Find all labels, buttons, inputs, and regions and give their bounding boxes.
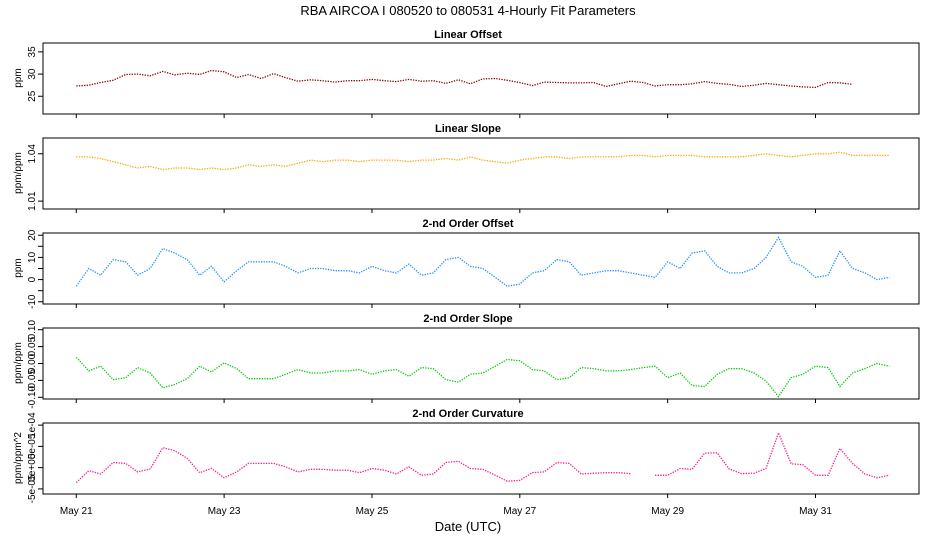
- y-ticks: 25 30 35: [27, 46, 43, 102]
- data-series: [76, 151, 890, 171]
- x-axis: May 21 May 23 May 25 May 27 May 29 May 31: [60, 506, 832, 517]
- panel-title: Linear Offset: [434, 29, 502, 41]
- x-tick-label: May 21: [60, 506, 93, 517]
- y-tick-label: 1.01: [27, 191, 38, 211]
- plot-frame: [42, 137, 920, 210]
- series-line: [76, 69, 853, 89]
- y-axis-label: ppm/ppm: [13, 342, 24, 384]
- y-tick-label: 1.04: [27, 144, 38, 164]
- series-line: [76, 151, 890, 171]
- x-tick-label: May 29: [651, 506, 684, 517]
- y-tick-label: 0.05: [27, 336, 38, 356]
- y-tick-label: -10: [27, 294, 38, 309]
- panel-2nd-order-slope: 2-nd Order Slope ppm/ppm -0.10-0.050.000…: [13, 313, 920, 409]
- panel-title: 2-nd Order Curvature: [412, 408, 523, 420]
- y-tick-label: -0.05: [27, 369, 38, 392]
- x-tick-label: May 27: [503, 506, 536, 517]
- plot-frame: [42, 327, 920, 400]
- plot-frame: [42, 422, 920, 495]
- x-tick-label: May 25: [356, 506, 389, 517]
- y-tick-label: 20: [27, 229, 38, 241]
- data-series: [75, 430, 890, 483]
- y-ticks: -0.10-0.050.000.050.10: [27, 320, 43, 409]
- data-series: [76, 69, 853, 89]
- y-axis-label: ppm/ppm: [13, 152, 24, 194]
- y-tick-label: -0.10: [27, 385, 38, 408]
- y-tick-label: 25: [27, 90, 38, 102]
- y-tick-label: 0: [27, 276, 38, 282]
- y-tick-label: 0.10: [27, 320, 38, 340]
- y-tick-label: 10: [27, 251, 38, 263]
- y-tick-label: -5e-05: [27, 474, 38, 503]
- y-tick-label: 0.00: [27, 353, 38, 373]
- y-tick-label: 0e+00: [27, 453, 38, 482]
- y-tick-label: 35: [27, 46, 38, 58]
- plot-frame: [42, 42, 920, 115]
- panel-2nd-order-curvature: 2-nd Order Curvature ppm/ppm^2 -5e-050e+…: [13, 408, 920, 503]
- panel-2nd-order-offset: 2-nd Order Offset ppm -10 0 10 20: [13, 218, 920, 309]
- figure-title: RBA AIRCOA I 080520 to 080531 4-Hourly F…: [300, 3, 636, 18]
- x-tick-label: May 31: [799, 506, 832, 517]
- y-ticks: -10 0 10 20: [27, 229, 43, 309]
- data-series: [75, 236, 890, 287]
- y-axis-label: ppm/ppm^2: [13, 432, 24, 484]
- x-axis-label: Date (UTC): [435, 519, 501, 534]
- panel-linear-slope: Linear Slope ppm/ppm 1.01 1.04: [13, 123, 920, 213]
- y-tick-label: 30: [27, 68, 38, 80]
- x-tick-label: May 23: [208, 506, 241, 517]
- series-line: [75, 446, 631, 483]
- y-tick-label: 1e-04: [27, 412, 38, 438]
- series-line: [75, 236, 890, 287]
- y-axis-label: ppm: [13, 258, 24, 277]
- panel-title: Linear Slope: [435, 123, 501, 135]
- panel-linear-offset: Linear Offset ppm 25 30 35: [13, 29, 920, 118]
- series-line: [655, 430, 890, 479]
- y-ticks: 1.01 1.04: [27, 144, 43, 211]
- data-series: [75, 356, 890, 398]
- panel-title: 2-nd Order Slope: [423, 313, 512, 325]
- series-line: [75, 356, 890, 398]
- panel-title: 2-nd Order Offset: [422, 218, 513, 230]
- y-axis-label: ppm: [13, 68, 24, 87]
- y-tick-label: 5e-05: [27, 433, 38, 459]
